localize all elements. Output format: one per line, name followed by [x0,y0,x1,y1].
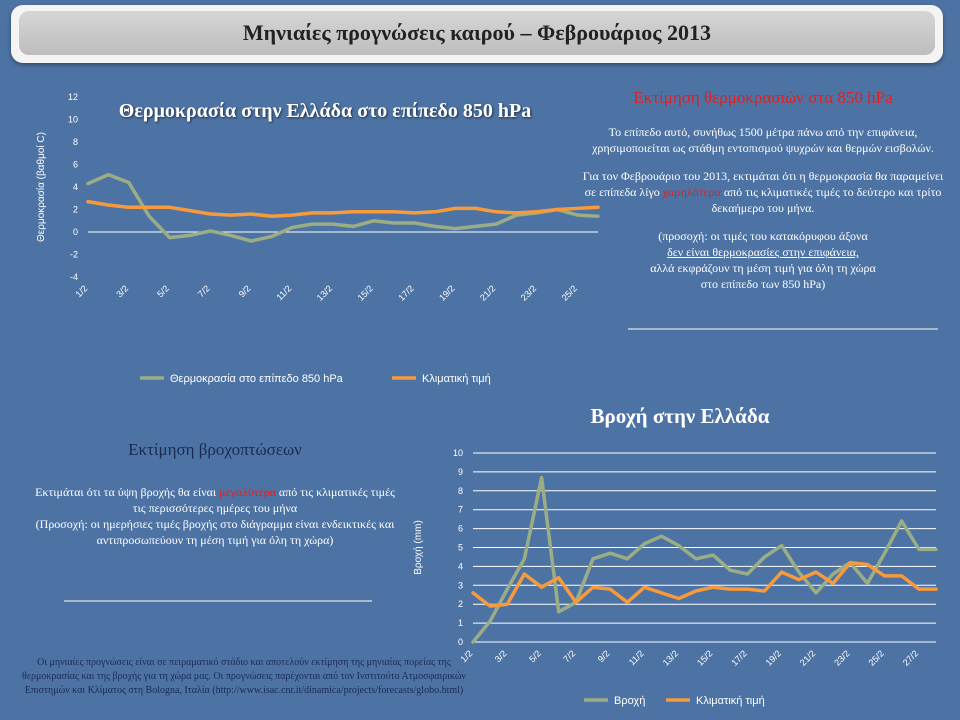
temp-y-tick-label: -4 [70,272,78,282]
rain-y-tick-label: 1 [458,618,463,628]
rain-x-tick-label: 13/2 [661,648,680,667]
rain-y-tick-label: 8 [458,486,463,496]
temp-y-tick-label: 8 [73,137,78,147]
temp-y-axis-title: Θερμοκρασία (βαθμοί C) [35,132,47,242]
title-banner: Μηνιαίες προγνώσεις καιρού – Φεβρουάριος… [11,5,943,63]
temp-y-tick-label: -2 [70,250,78,260]
rain-y-tick-label: 6 [458,524,463,534]
rain-series-line-1 [471,560,938,608]
rain-x-tick-label: 23/2 [832,648,851,667]
temp-legend-label-1: Κλιματική τιμή [422,373,491,385]
temp-series-line-1 [86,199,600,219]
footnote: Οι μηνιαίες προγνώσεις είναι σε πειραματ… [22,657,466,696]
temperature-note-line1: (προσοχή: οι τιμές του κατακόρυφου άξονα [658,229,868,243]
rain-estimate-heading: Εκτίμηση βροχοπτώσεων [128,440,302,459]
rain-y-tick-label: 3 [458,580,463,590]
rain-y-tick-label: 0 [458,637,463,647]
rain-estimate-highlight: μεγαλύτερα [219,485,276,499]
temp-y-tick-label: 0 [73,227,78,237]
temperature-note-line4: στο επίπεδο των 850 hPa) [700,277,826,291]
divider-line [628,328,938,330]
rain-y-axis-title: Βροχή (mm) [412,520,424,575]
temperature-estimate-p2: Για τον Φεβρουάριο του 2013, εκτιμάται ό… [578,168,948,216]
rain-estimate-p1-after: από τις κλιματικές τιμές τις περισσότερε… [132,485,395,515]
rain-x-tick-label: 19/2 [764,648,783,667]
rain-x-tick-label: 11/2 [627,648,646,667]
rain-y-tick-label: 7 [458,505,463,515]
temp-y-tick-label: 2 [73,205,78,215]
temperature-estimate-note: (προσοχή: οι τιμές του κατακόρυφου άξονα… [578,228,948,292]
rain-estimate-p1-before: Εκτιμάται ότι τα ύψη βροχής θα είναι [35,485,220,499]
rain-x-tick-label: 17/2 [729,648,748,667]
temperature-note-line2: δεν είναι θερμοκρασίες στην επιφάνεια, [667,245,859,259]
temperature-estimate-p2-after: από τις κλιματικές τιμές το δεύτερο και … [711,185,942,215]
rain-x-tick-label: 21/2 [798,648,817,667]
temp-y-tick-label: 4 [73,182,78,192]
temperature-estimate-p1: Το επίπεδο αυτό, συνήθως 1500 μέτρα πάνω… [592,125,934,155]
rain-x-tick-label: 5/2 [527,648,543,664]
rain-y-tick-label: 2 [458,599,463,609]
temp-series-line-0 [86,172,600,243]
rain-chart-title: Βροχή στην Ελλάδα [590,404,770,428]
temp-y-tick-label: 12 [68,92,78,102]
rain-x-tick-label: 7/2 [561,648,577,664]
rain-estimate-text: Εκτιμάται ότι τα ύψη βροχής θα είναι μεγ… [30,484,400,548]
rain-x-tick-label: 9/2 [596,648,612,664]
rain-y-tick-label: 9 [458,467,463,477]
title-banner-inner: Μηνιαίες προγνώσεις καιρού – Φεβρουάριος… [19,11,935,55]
rain-estimate-p1: Εκτιμάται ότι τα ύψη βροχής θα είναι μεγ… [30,484,400,516]
temperature-estimate-highlight: χαμηλότερα [662,185,721,199]
temperature-estimate-heading: Εκτίμηση θερμοκρασιών στα 850 hPa [633,88,893,107]
rain-x-tick-label: 15/2 [695,648,714,667]
rain-legend-label-0: Βροχή [614,695,645,707]
temperature-estimate-p2-before: Για τον Φεβρουάριο του 2013, εκτιμάται ό… [582,169,944,199]
temp-legend-label-0: Θερμοκρασία στο επίπεδο 850 hPa [170,373,344,385]
rain-x-tick-label: 27/2 [901,648,920,667]
temp-y-tick-label: 10 [68,115,78,125]
divider-line [64,600,372,602]
rain-y-tick-label: 4 [458,561,463,571]
rain-y-tick-label: 10 [453,448,463,458]
temperature-note-line3: αλλά εκφράζουν τη μέση τιμή για όλη τη χ… [650,261,876,275]
temperature-chart-title: Θερμοκρασία στην Ελλάδα στο επίπεδο 850 … [118,100,532,122]
rain-x-tick-label: 3/2 [493,648,509,664]
rain-estimate-p2: (Προσοχή: οι ημερήσιες τιμές βροχής στο … [35,517,395,547]
page-title: Μηνιαίες προγνώσεις καιρού – Φεβρουάριος… [242,20,712,45]
temperature-estimate-text: Το επίπεδο αυτό, συνήθως 1500 μέτρα πάνω… [578,124,948,304]
temp-y-tick-label: 6 [73,160,78,170]
rain-y-tick-label: 5 [458,543,463,553]
rain-x-tick-label: 25/2 [867,648,886,667]
rain-series-line-0 [471,475,938,644]
rain-legend-label-1: Κλιματική τιμή [696,695,765,707]
